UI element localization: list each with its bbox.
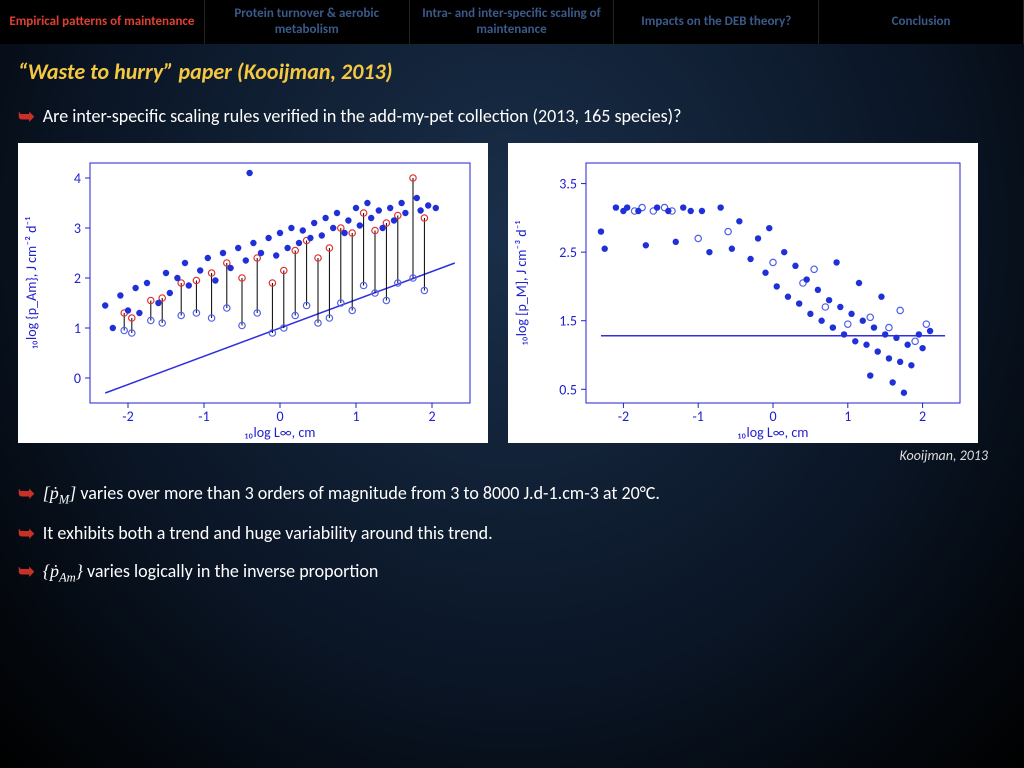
svg-text:1: 1 [844, 408, 851, 425]
bullet-3: ➥ {ṗAm} varies logically in the inverse … [18, 560, 1006, 586]
tab[interactable]: Intra- and inter-specific scaling of mai… [410, 0, 615, 44]
arrow-icon: ➥ [18, 482, 35, 506]
tab[interactable]: Impacts on the DEB theory? [614, 0, 819, 44]
slide-title: “Waste to hurry” paper (Kooijman, 2013) [18, 58, 1006, 85]
svg-text:0.5: 0.5 [559, 381, 577, 398]
svg-text:0: 0 [769, 408, 776, 425]
chart-right: -2 -1 0 1 2 0.5 1.5 2.5 3.5 ₁₀log L∞, cm ₁₀log [p_… [508, 143, 978, 443]
svg-text:-2: -2 [122, 408, 133, 425]
bullet-question: ➥ Are inter-specific scaling rules verif… [18, 105, 1006, 129]
bullet-2: ➥ It exhibits both a trend and huge vari… [18, 522, 1006, 546]
tab[interactable]: Empirical patterns of maintenance [0, 0, 205, 44]
svg-text:3: 3 [74, 220, 81, 237]
svg-text:-1: -1 [198, 408, 209, 425]
tab[interactable]: Protein turnover & aerobic metabolism [205, 0, 410, 44]
arrow-icon: ➥ [18, 560, 35, 584]
svg-text:-2: -2 [618, 408, 629, 425]
svg-text:1: 1 [74, 320, 81, 337]
svg-text:2: 2 [428, 408, 435, 425]
svg-text:1: 1 [352, 408, 359, 425]
svg-text:0: 0 [276, 408, 283, 425]
svg-text:2: 2 [74, 270, 81, 287]
tab[interactable]: Conclusion [819, 0, 1024, 44]
arrow-icon: ➥ [18, 105, 35, 129]
arrow-icon: ➥ [18, 522, 35, 546]
svg-text:3.5: 3.5 [559, 176, 577, 193]
svg-text:₁₀log L∞, cm: ₁₀log L∞, cm [245, 424, 316, 441]
svg-text:₁₀log [p_M], J cm⁻³ d⁻¹: ₁₀log [p_M], J cm⁻³ d⁻¹ [513, 220, 530, 345]
svg-text:-1: -1 [693, 408, 704, 425]
bullet-1: ➥ [ṗM] varies over more than 3 orders of… [18, 482, 1006, 508]
svg-text:0: 0 [74, 370, 81, 387]
svg-text:2: 2 [919, 408, 926, 425]
nav-tabs: Empirical patterns of maintenanceProtein… [0, 0, 1024, 44]
svg-text:₁₀log L∞, cm: ₁₀log L∞, cm [738, 424, 809, 441]
chart-left: -2 -1 0 1 2 0 1 2 3 4 ₁₀log L∞, cm ₁₀log {p_Am}, J … [18, 143, 488, 443]
citation: Kooijman, 2013 [18, 447, 988, 464]
charts-row: -2 -1 0 1 2 0 1 2 3 4 ₁₀log L∞, cm ₁₀log {p_Am}, J … [18, 143, 1006, 443]
svg-text:₁₀log {p_Am}, J cm⁻² d⁻¹: ₁₀log {p_Am}, J cm⁻² d⁻¹ [23, 217, 40, 349]
svg-text:4: 4 [74, 170, 81, 187]
svg-text:1.5: 1.5 [559, 313, 577, 330]
svg-text:2.5: 2.5 [559, 244, 577, 261]
